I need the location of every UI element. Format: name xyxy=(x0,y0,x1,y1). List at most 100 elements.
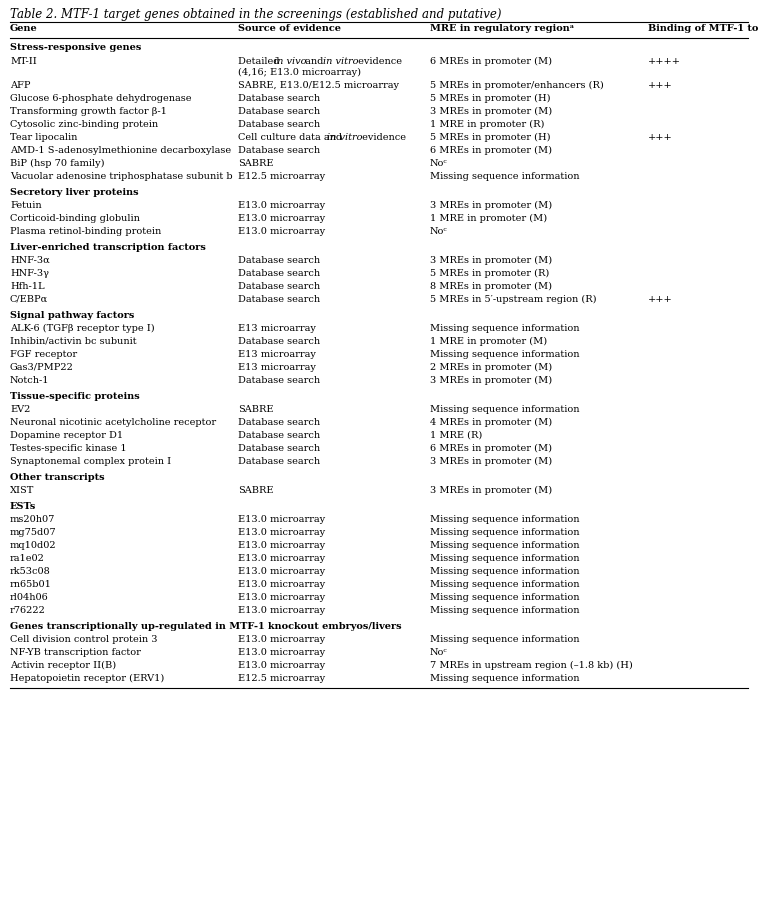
Text: Detailed: Detailed xyxy=(238,57,283,65)
Text: 5 MREs in promoter/enhancers (R): 5 MREs in promoter/enhancers (R) xyxy=(430,81,604,90)
Text: C/EBPα: C/EBPα xyxy=(10,295,49,304)
Text: FGF receptor: FGF receptor xyxy=(10,350,77,359)
Text: XIST: XIST xyxy=(10,486,34,495)
Text: Vacuolar adenosine triphosphatase subunit b: Vacuolar adenosine triphosphatase subuni… xyxy=(10,172,233,181)
Text: E13.0 microarray: E13.0 microarray xyxy=(238,661,325,670)
Text: Missing sequence information: Missing sequence information xyxy=(430,541,580,550)
Text: Missing sequence information: Missing sequence information xyxy=(430,580,580,589)
Text: evidence: evidence xyxy=(355,57,402,65)
Text: Missing sequence information: Missing sequence information xyxy=(430,528,580,537)
Text: Cell division control protein 3: Cell division control protein 3 xyxy=(10,635,158,644)
Text: 6 MREs in promoter (M): 6 MREs in promoter (M) xyxy=(430,146,552,155)
Text: rl04h06: rl04h06 xyxy=(10,593,49,602)
Text: Activin receptor II(B): Activin receptor II(B) xyxy=(10,661,116,670)
Text: Plasma retinol-binding protein: Plasma retinol-binding protein xyxy=(10,227,161,236)
Text: 3 MREs in promoter (M): 3 MREs in promoter (M) xyxy=(430,107,552,116)
Text: Database search: Database search xyxy=(238,120,320,129)
Text: 7 MREs in upstream region (–1.8 kb) (H): 7 MREs in upstream region (–1.8 kb) (H) xyxy=(430,661,633,670)
Text: Cell culture data and: Cell culture data and xyxy=(238,133,345,142)
Text: 3 MREs in promoter (M): 3 MREs in promoter (M) xyxy=(430,486,552,495)
Text: SABRE: SABRE xyxy=(238,405,274,414)
Text: Database search: Database search xyxy=(238,282,320,291)
Text: Fetuin: Fetuin xyxy=(10,201,42,210)
Text: evidence: evidence xyxy=(359,133,406,142)
Text: Missing sequence information: Missing sequence information xyxy=(430,593,580,602)
Text: rn65b01: rn65b01 xyxy=(10,580,52,589)
Text: in vitro: in vitro xyxy=(327,133,362,142)
Text: Liver-enriched transcription factors: Liver-enriched transcription factors xyxy=(10,243,206,252)
Text: AFP: AFP xyxy=(10,81,30,90)
Text: Tear lipocalin: Tear lipocalin xyxy=(10,133,77,142)
Text: Database search: Database search xyxy=(238,444,320,453)
Text: E12.5 microarray: E12.5 microarray xyxy=(238,172,325,181)
Text: Gas3/PMP22: Gas3/PMP22 xyxy=(10,363,74,372)
Text: +++: +++ xyxy=(648,81,673,90)
Text: (4,16; E13.0 microarray): (4,16; E13.0 microarray) xyxy=(238,68,361,77)
Text: ++++: ++++ xyxy=(648,57,681,65)
Text: Missing sequence information: Missing sequence information xyxy=(430,674,580,683)
Text: ra1e02: ra1e02 xyxy=(10,554,45,563)
Text: Missing sequence information: Missing sequence information xyxy=(430,405,580,414)
Text: +++: +++ xyxy=(648,133,673,142)
Text: E13.0 microarray: E13.0 microarray xyxy=(238,567,325,576)
Text: 3 MREs in promoter (M): 3 MREs in promoter (M) xyxy=(430,457,552,466)
Text: Notch-1: Notch-1 xyxy=(10,376,49,385)
Text: Missing sequence information: Missing sequence information xyxy=(430,567,580,576)
Text: rk53c08: rk53c08 xyxy=(10,567,51,576)
Text: Database search: Database search xyxy=(238,376,320,385)
Text: Source of evidence: Source of evidence xyxy=(238,24,341,33)
Text: Database search: Database search xyxy=(238,337,320,346)
Text: 5 MREs in promoter (H): 5 MREs in promoter (H) xyxy=(430,94,550,103)
Text: Noᶜ: Noᶜ xyxy=(430,648,448,657)
Text: Missing sequence information: Missing sequence information xyxy=(430,554,580,563)
Text: SABRE: SABRE xyxy=(238,486,274,495)
Text: E13 microarray: E13 microarray xyxy=(238,363,316,372)
Text: 1 MRE in promoter (R): 1 MRE in promoter (R) xyxy=(430,120,544,129)
Text: Cytosolic zinc-binding protein: Cytosolic zinc-binding protein xyxy=(10,120,158,129)
Text: Noᶜ: Noᶜ xyxy=(430,227,448,236)
Text: SABRE, E13.0/E12.5 microarray: SABRE, E13.0/E12.5 microarray xyxy=(238,81,399,90)
Text: Missing sequence information: Missing sequence information xyxy=(430,324,580,333)
Text: Database search: Database search xyxy=(238,295,320,304)
Text: Binding of MTF-1 to oligoᵇ: Binding of MTF-1 to oligoᵇ xyxy=(648,24,758,33)
Text: SABRE: SABRE xyxy=(238,159,274,168)
Text: HNF-3α: HNF-3α xyxy=(10,256,50,265)
Text: E13.0 microarray: E13.0 microarray xyxy=(238,541,325,550)
Text: 5 MREs in promoter (H): 5 MREs in promoter (H) xyxy=(430,133,550,142)
Text: Dopamine receptor D1: Dopamine receptor D1 xyxy=(10,431,123,440)
Text: Glucose 6-phosphate dehydrogenase: Glucose 6-phosphate dehydrogenase xyxy=(10,94,192,103)
Text: 5 MREs in 5′-upstream region (R): 5 MREs in 5′-upstream region (R) xyxy=(430,295,597,304)
Text: E13.0 microarray: E13.0 microarray xyxy=(238,635,325,644)
Text: Noᶜ: Noᶜ xyxy=(430,159,448,168)
Text: ms20h07: ms20h07 xyxy=(10,515,55,524)
Text: mg75d07: mg75d07 xyxy=(10,528,57,537)
Text: Synaptonemal complex protein I: Synaptonemal complex protein I xyxy=(10,457,171,466)
Text: Table 2. MTF-1 target genes obtained in the screenings (established and putative: Table 2. MTF-1 target genes obtained in … xyxy=(10,8,502,21)
Text: Database search: Database search xyxy=(238,107,320,116)
Text: Database search: Database search xyxy=(238,94,320,103)
Text: Hfh-1L: Hfh-1L xyxy=(10,282,45,291)
Text: Database search: Database search xyxy=(238,418,320,427)
Text: E13.0 microarray: E13.0 microarray xyxy=(238,201,325,210)
Text: 6 MREs in promoter (M): 6 MREs in promoter (M) xyxy=(430,444,552,453)
Text: MRE in regulatory regionᵃ: MRE in regulatory regionᵃ xyxy=(430,24,575,33)
Text: +++: +++ xyxy=(648,295,673,304)
Text: Hepatopoietin receptor (ERV1): Hepatopoietin receptor (ERV1) xyxy=(10,674,164,683)
Text: 3 MREs in promoter (M): 3 MREs in promoter (M) xyxy=(430,256,552,265)
Text: and: and xyxy=(302,57,327,65)
Text: Gene: Gene xyxy=(10,24,38,33)
Text: in vitro: in vitro xyxy=(322,57,358,65)
Text: Tissue-specific proteins: Tissue-specific proteins xyxy=(10,392,139,401)
Text: 8 MREs in promoter (M): 8 MREs in promoter (M) xyxy=(430,282,552,291)
Text: 5 MREs in promoter (R): 5 MREs in promoter (R) xyxy=(430,269,550,278)
Text: 3 MREs in promoter (M): 3 MREs in promoter (M) xyxy=(430,376,552,386)
Text: E13.0 microarray: E13.0 microarray xyxy=(238,227,325,236)
Text: 4 MREs in promoter (M): 4 MREs in promoter (M) xyxy=(430,418,552,427)
Text: 1 MRE in promoter (M): 1 MRE in promoter (M) xyxy=(430,337,547,346)
Text: Database search: Database search xyxy=(238,457,320,466)
Text: Database search: Database search xyxy=(238,256,320,265)
Text: Secretory liver proteins: Secretory liver proteins xyxy=(10,188,139,197)
Text: Neuronal nicotinic acetylcholine receptor: Neuronal nicotinic acetylcholine recepto… xyxy=(10,418,216,427)
Text: Other transcripts: Other transcripts xyxy=(10,473,105,482)
Text: Genes transcriptionally up-regulated in MTF-1 knockout embryos/livers: Genes transcriptionally up-regulated in … xyxy=(10,622,402,631)
